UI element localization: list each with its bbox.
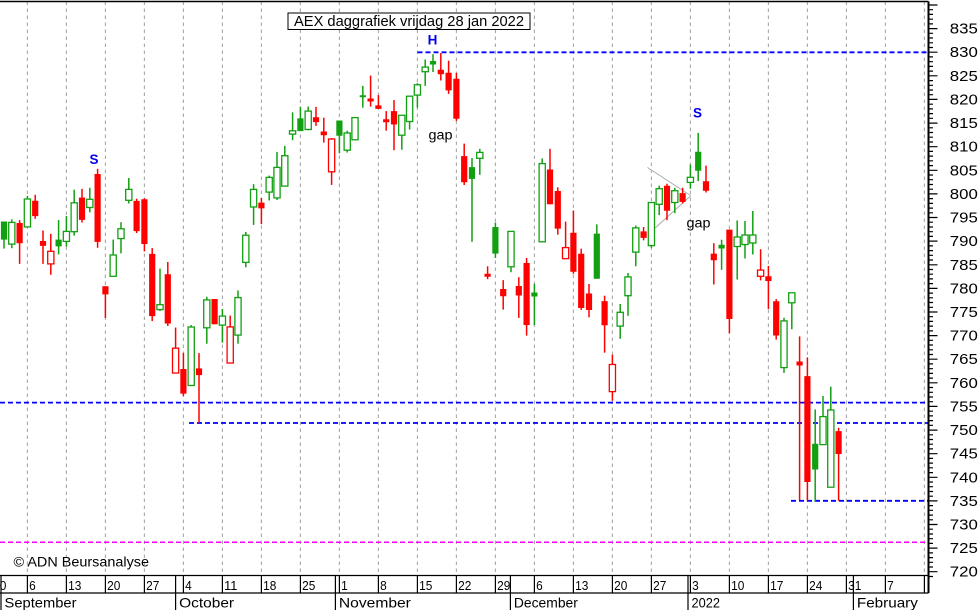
svg-text:780: 780 <box>950 281 978 297</box>
svg-text:13: 13 <box>575 579 588 593</box>
svg-text:785: 785 <box>950 258 978 274</box>
svg-text:2022: 2022 <box>692 595 721 610</box>
svg-text:December: December <box>514 595 578 610</box>
svg-text:740: 740 <box>950 470 978 486</box>
svg-text:730: 730 <box>950 518 978 534</box>
svg-text:830: 830 <box>950 45 978 61</box>
svg-text:760: 760 <box>950 376 978 392</box>
svg-text:720: 720 <box>950 565 978 581</box>
svg-text:17: 17 <box>770 579 783 593</box>
svg-text:6: 6 <box>29 579 36 593</box>
svg-text:1: 1 <box>341 579 348 593</box>
svg-text:735: 735 <box>950 494 978 510</box>
svg-text:810: 810 <box>950 140 978 156</box>
svg-text:3: 3 <box>692 579 699 593</box>
svg-text:31: 31 <box>848 579 861 593</box>
svg-text:24: 24 <box>809 579 822 593</box>
svg-text:7: 7 <box>887 579 894 593</box>
svg-text:745: 745 <box>950 447 978 463</box>
svg-text:815: 815 <box>950 116 978 132</box>
svg-text:25: 25 <box>302 579 315 593</box>
svg-text:770: 770 <box>950 329 978 345</box>
svg-text:835: 835 <box>950 22 978 38</box>
svg-text:20: 20 <box>614 579 627 593</box>
svg-text:11: 11 <box>224 579 237 593</box>
svg-text:6: 6 <box>536 579 543 593</box>
svg-text:18: 18 <box>263 579 276 593</box>
svg-text:gap: gap <box>429 128 453 143</box>
svg-text:S: S <box>89 152 98 167</box>
svg-text:765: 765 <box>950 352 978 368</box>
svg-text:© ADN Beursanalyse: © ADN Beursanalyse <box>14 554 150 569</box>
svg-text:27: 27 <box>146 579 159 593</box>
svg-text:825: 825 <box>950 69 978 85</box>
svg-text:20: 20 <box>107 579 120 593</box>
svg-text:790: 790 <box>950 234 978 250</box>
svg-text:13: 13 <box>68 579 81 593</box>
svg-text:30: 30 <box>0 579 6 593</box>
svg-text:8: 8 <box>380 579 387 593</box>
svg-text:27: 27 <box>653 579 666 593</box>
svg-text:4: 4 <box>185 579 192 593</box>
svg-text:22: 22 <box>458 579 471 593</box>
svg-text:10: 10 <box>731 579 744 593</box>
svg-text:775: 775 <box>950 305 978 321</box>
svg-text:755: 755 <box>950 399 978 415</box>
svg-text:November: November <box>339 595 411 610</box>
svg-text:February: February <box>857 595 918 610</box>
svg-text:AEX daggrafiek vrijdag 28 jan: AEX daggrafiek vrijdag 28 jan 2022 <box>294 14 524 30</box>
svg-text:795: 795 <box>950 211 978 227</box>
svg-text:H: H <box>428 33 438 48</box>
svg-text:gap: gap <box>687 216 711 231</box>
svg-text:29: 29 <box>497 579 510 593</box>
svg-text:S: S <box>693 106 702 121</box>
svg-text:15: 15 <box>419 579 432 593</box>
svg-text:750: 750 <box>950 423 978 439</box>
svg-text:September: September <box>5 595 77 610</box>
svg-text:800: 800 <box>950 187 978 203</box>
svg-text:805: 805 <box>950 163 978 179</box>
svg-text:October: October <box>179 595 234 610</box>
svg-text:725: 725 <box>950 541 978 557</box>
svg-text:820: 820 <box>950 92 978 108</box>
